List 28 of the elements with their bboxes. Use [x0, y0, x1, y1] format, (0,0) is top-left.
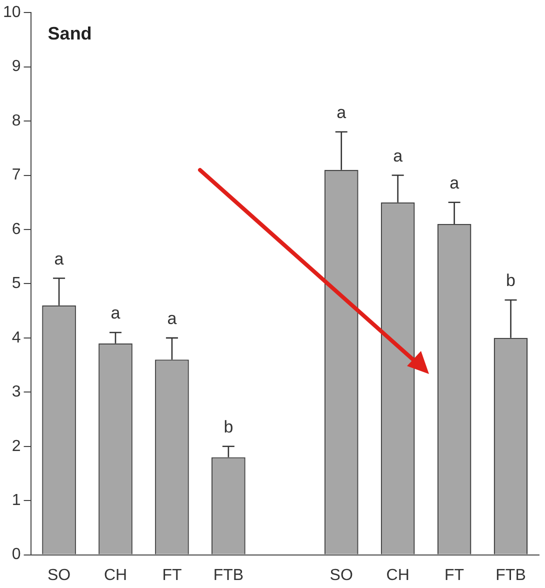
data-label: a — [336, 103, 347, 122]
x-tick-label: FTB — [496, 566, 526, 584]
data-label: a — [110, 304, 121, 323]
data-label: b — [224, 418, 234, 437]
y-tick-label: 1 — [12, 492, 21, 509]
data-label: b — [506, 271, 516, 290]
text: Sand — [48, 23, 92, 44]
data-label: a — [54, 249, 64, 268]
x-tick-label: CH — [386, 566, 410, 584]
y-tick-label: 6 — [12, 220, 21, 238]
x-tick-label: FT — [444, 566, 464, 584]
y-tick-label: 2 — [12, 438, 21, 455]
y-tick-label: 10 — [3, 4, 21, 22]
y-tick-label: 9 — [12, 58, 21, 76]
data-label: a — [393, 146, 404, 166]
y-tick-label: 8 — [12, 112, 21, 130]
y-tick-label: 3 — [12, 384, 21, 401]
x-tick-label: SO — [47, 566, 71, 584]
y-tick-label: 4 — [12, 329, 21, 346]
y-tick-label: 5 — [12, 275, 21, 292]
x-tick-label: SO — [330, 566, 353, 584]
data-label: a — [167, 309, 178, 328]
y-tick-label: 7 — [12, 166, 21, 184]
data-label: a — [450, 174, 460, 193]
y-tick-label: 0 — [12, 546, 21, 564]
x-tick-label: CH — [104, 566, 128, 584]
x-tick-label: FTB — [213, 566, 244, 584]
x-tick-label: FT — [162, 566, 182, 584]
